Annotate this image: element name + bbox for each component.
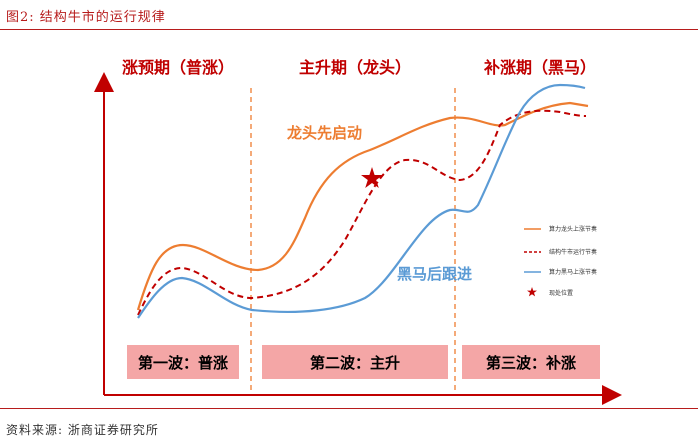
wave-box-2 bbox=[262, 345, 448, 379]
darkhorse-curve bbox=[137, 83, 586, 319]
wave-label-2: 第二波：主升 bbox=[310, 354, 400, 372]
legend-label-current: 现处位置 bbox=[549, 289, 573, 297]
legend-label-darkhorse: 算力黑马上涨节奏 bbox=[549, 268, 597, 276]
legend-label-leader: 算力龙头上涨节奏 bbox=[549, 225, 597, 233]
darkhorse-annotation: 黑马后跟进 bbox=[397, 265, 472, 283]
current-position-star bbox=[361, 167, 383, 188]
figure-header: 图2: 结构牛市的运行规律 bbox=[0, 0, 698, 30]
legend: 算力龙头上涨节奏 结构牛市运行节奏 算力黑马上涨节奏 现处位置 bbox=[524, 225, 597, 297]
phase-title-2: 主升期（龙头） bbox=[299, 58, 411, 77]
phase-title-1: 涨预期（普涨） bbox=[122, 58, 234, 77]
wave-label-3: 第三波：补涨 bbox=[486, 354, 576, 372]
legend-label-market: 结构牛市运行节奏 bbox=[549, 248, 597, 256]
figure-title: 图2: 结构牛市的运行规律 bbox=[6, 10, 166, 25]
wave-label-1: 第一波：普涨 bbox=[138, 354, 228, 372]
wave-box-3 bbox=[462, 345, 600, 379]
phase-title-3: 补涨期（黑马） bbox=[483, 58, 596, 77]
market-curve bbox=[137, 109, 587, 316]
leader-curve bbox=[136, 101, 589, 311]
figure-source: 资料来源: 浙商证券研究所 bbox=[6, 423, 159, 437]
legend-star-icon bbox=[527, 287, 537, 297]
wave-box-1 bbox=[127, 345, 239, 379]
leader-annotation: 龙头先启动 bbox=[286, 124, 362, 142]
footer-divider bbox=[0, 408, 698, 409]
